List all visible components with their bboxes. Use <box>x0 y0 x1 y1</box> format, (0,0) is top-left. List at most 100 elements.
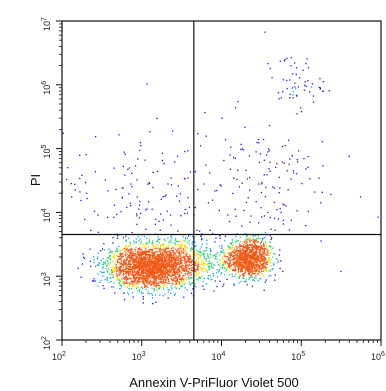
event-dot <box>264 241 267 243</box>
event-dot <box>187 257 189 260</box>
event-dot <box>163 247 166 249</box>
event-dot <box>256 259 259 261</box>
event-dot <box>194 270 196 273</box>
event-dot <box>148 239 150 241</box>
event-dot <box>288 229 291 231</box>
event-dot <box>218 271 220 273</box>
event-dot <box>210 278 213 281</box>
event-dot <box>82 253 84 255</box>
event-dot <box>74 189 76 191</box>
event-dot <box>235 256 237 258</box>
event-dot <box>164 260 166 262</box>
event-dot <box>135 258 137 260</box>
event-dot <box>179 240 181 242</box>
event-dot <box>171 279 173 281</box>
event-dot <box>256 253 258 256</box>
event-dot <box>109 262 111 264</box>
event-dot <box>237 268 239 271</box>
event-dot <box>152 253 154 255</box>
event-dot <box>226 258 228 260</box>
event-dot <box>153 268 155 270</box>
event-dot <box>247 267 250 269</box>
event-dot <box>254 240 256 242</box>
event-dot <box>229 259 231 262</box>
event-dot <box>192 267 194 269</box>
event-dot <box>237 100 239 103</box>
event-dot <box>183 270 185 272</box>
event-dot <box>135 259 137 261</box>
event-dot <box>201 269 203 271</box>
event-dot <box>253 278 255 280</box>
event-dot <box>140 261 143 263</box>
event-dot <box>134 263 136 266</box>
event-dot <box>170 292 172 294</box>
event-dot <box>261 256 263 258</box>
event-dot <box>208 267 211 269</box>
event-dot <box>121 187 123 189</box>
event-dot <box>134 266 136 268</box>
event-dot <box>218 209 220 212</box>
event-dot <box>147 276 150 278</box>
event-dot <box>160 259 163 261</box>
event-dot <box>289 79 291 81</box>
event-dot <box>125 276 128 279</box>
event-dot <box>214 280 216 282</box>
event-dot <box>212 275 215 277</box>
event-dot <box>156 269 159 271</box>
event-dot <box>166 252 168 254</box>
event-dot <box>160 261 162 263</box>
event-dot <box>232 250 234 252</box>
event-dot <box>171 256 173 259</box>
event-dot <box>172 246 174 248</box>
event-dot <box>268 168 270 170</box>
event-dot <box>235 263 237 265</box>
event-dot <box>184 267 187 269</box>
event-dot <box>109 250 112 252</box>
event-dot <box>229 253 231 255</box>
event-dot <box>152 247 154 249</box>
event-dot <box>165 247 167 250</box>
event-dot <box>209 172 211 174</box>
event-dot <box>165 269 167 271</box>
event-dot <box>102 284 104 287</box>
event-dot <box>198 254 201 256</box>
event-dot <box>289 97 291 99</box>
event-dot <box>259 252 262 254</box>
event-dot <box>197 133 199 135</box>
event-dot <box>108 273 111 275</box>
event-dot <box>252 254 254 256</box>
event-dot <box>150 277 152 279</box>
event-dot <box>154 256 156 259</box>
event-dot <box>147 251 149 253</box>
event-dot <box>264 253 266 255</box>
event-dot <box>179 193 181 195</box>
event-dot <box>304 81 306 83</box>
event-dot <box>156 282 158 285</box>
event-dot <box>165 269 167 271</box>
event-dot <box>124 153 126 155</box>
event-dot <box>172 247 175 249</box>
event-dot <box>125 267 127 269</box>
event-dot <box>143 258 145 260</box>
event-dot <box>199 258 201 260</box>
event-dot <box>275 258 278 260</box>
event-dot <box>258 251 260 253</box>
event-dot <box>173 294 176 296</box>
event-dot <box>260 254 262 256</box>
event-dot <box>255 266 257 269</box>
event-dot <box>241 252 243 255</box>
event-dot <box>164 275 167 277</box>
event-dot <box>167 262 169 265</box>
event-dot <box>163 284 165 286</box>
event-dot <box>139 276 141 279</box>
event-dot <box>321 191 323 193</box>
event-dot <box>241 245 243 247</box>
event-dot <box>243 251 246 253</box>
event-dot <box>167 274 169 276</box>
event-dot <box>183 251 185 253</box>
event-dot <box>288 163 290 165</box>
event-dot <box>252 257 254 259</box>
event-dot <box>94 171 96 173</box>
event-dot <box>263 215 266 217</box>
event-dot <box>249 243 251 245</box>
